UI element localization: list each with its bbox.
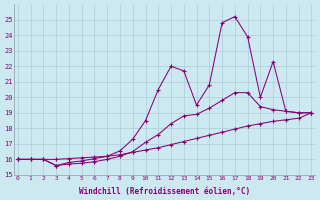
X-axis label: Windchill (Refroidissement éolien,°C): Windchill (Refroidissement éolien,°C) (79, 187, 250, 196)
